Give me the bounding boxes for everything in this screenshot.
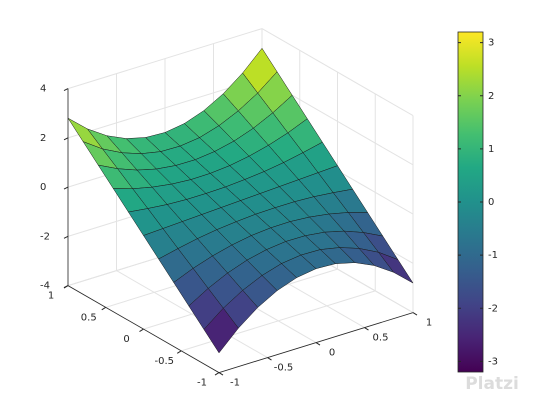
surface-patch: [203, 307, 239, 354]
x-tick-label: -1: [230, 378, 240, 389]
y-tick-label: -1: [197, 378, 207, 389]
z-tick: [63, 137, 69, 141]
x-tick: [364, 327, 369, 331]
watermark: Platzi: [465, 374, 519, 394]
z-tick: [63, 88, 69, 92]
colorbar-tick-label: 0: [488, 197, 494, 208]
z-tick: [63, 285, 69, 289]
colorbar-tick-label: 2: [488, 91, 494, 102]
z-tick-label: -2: [40, 231, 50, 242]
colorbar-tick-label: 3: [488, 38, 494, 49]
colorbar-tick-label: -2: [488, 303, 498, 314]
x-tick-label: 0: [329, 348, 335, 359]
grid-line: [261, 28, 414, 117]
grid-line: [67, 28, 263, 90]
y-tick: [176, 350, 182, 354]
x-tick-label: 1: [426, 318, 432, 329]
z-tick-label: 2: [40, 133, 46, 144]
y-tick: [139, 328, 144, 333]
z-tick-label: 0: [40, 182, 46, 193]
y-tick-label: 0.5: [81, 312, 97, 323]
colorbar-tick-label: -1: [488, 250, 498, 261]
x-tick: [267, 357, 272, 361]
colorbar-tick-label: 1: [488, 144, 494, 155]
y-tick: [214, 372, 220, 376]
x-tick-label: -0.5: [274, 363, 294, 374]
y-tick: [101, 306, 107, 311]
z-tick: [63, 235, 69, 239]
y-tick-label: -0.5: [154, 356, 174, 367]
x-tick-label: 0.5: [373, 333, 389, 344]
surface: [67, 48, 414, 354]
z-tick: [63, 186, 69, 190]
colorbar: -3 -2 -1 0 1 2 3: [457, 31, 498, 373]
x-tick: [315, 342, 321, 346]
y-tick-label: 0: [123, 334, 129, 345]
x-tick: [412, 312, 418, 316]
x-tick: [218, 372, 224, 376]
z-tick-label: -4: [40, 281, 50, 292]
z-tick-label: 4: [40, 84, 46, 95]
colorbar-tick-label: -3: [488, 356, 498, 367]
colorbar-gradient: [457, 31, 484, 373]
y-tick-label: 1: [48, 291, 54, 302]
